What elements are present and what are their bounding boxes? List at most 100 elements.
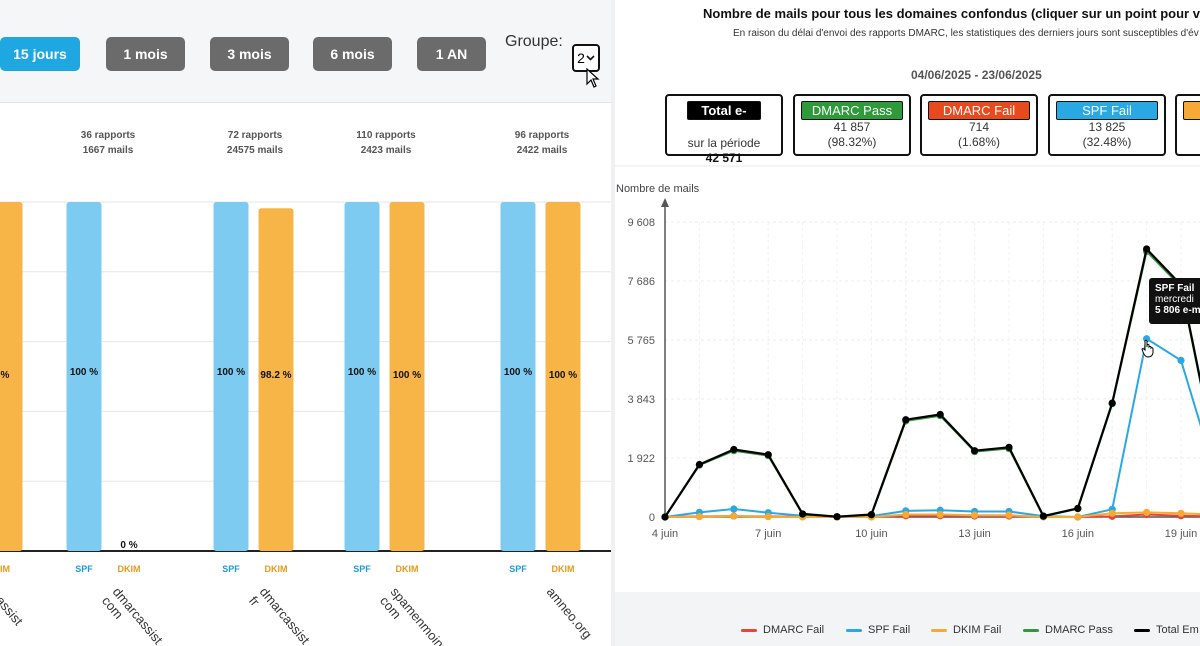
legend-dkim-fail[interactable]: DKIM Fail — [931, 624, 1001, 636]
period-1-year-button[interactable]: 1 AN — [417, 37, 486, 71]
y-tick-label: 1 922 — [627, 453, 655, 465]
x-tick-label: 16 juin — [1062, 528, 1094, 540]
series-point — [971, 511, 979, 519]
line-chart-container: Nombre de mails 0 1 922 3 843 5 765 7 686 9 60… — [615, 167, 1200, 592]
legend-dmarc-pass-swatch — [1023, 628, 1039, 632]
total-emails-value: 42 571 — [705, 151, 743, 165]
spf-bar — [500, 202, 536, 551]
dkim-bar — [389, 202, 425, 551]
spf-bar — [213, 202, 249, 551]
mail-count: 24575 mails — [227, 145, 284, 156]
groupe-select[interactable]: 2 — [572, 44, 600, 72]
spf-bar — [344, 202, 380, 551]
dkim-bar-label: 100 % — [393, 370, 421, 381]
total-emails-label: Total e-mails — [687, 101, 761, 135]
mail-stats-panel: Nombre de mails pour tous les domaines c… — [615, 0, 1200, 646]
series-point — [902, 416, 910, 424]
domain-bar-chart: % IM e-assist 36 rapports 1667 mails 100 % SPF… — [0, 130, 612, 646]
mouse-cursor-icon — [586, 68, 600, 88]
dmarc-fail-percent: (1.68%) — [957, 135, 1001, 149]
stats-header: Nombre de mails pour tous les domaines c… — [615, 0, 1200, 165]
legend-dmarc-pass-label: DMARC Pass — [1045, 624, 1113, 636]
series-point — [1039, 512, 1047, 520]
dmarc-fail-value: 714 — [968, 120, 990, 134]
legend-dmarc-fail-swatch — [741, 628, 757, 632]
series-point — [799, 510, 807, 518]
period-15-days-button[interactable]: 15 jours — [0, 37, 80, 71]
period-3-months-button[interactable]: 3 mois — [210, 37, 289, 71]
series-point — [730, 505, 738, 513]
panel-divider — [611, 0, 615, 646]
series-point — [833, 513, 841, 521]
series-point — [1108, 399, 1116, 407]
y-axis-arrow — [661, 198, 669, 207]
dkim-axis-label: DKIM — [118, 564, 141, 574]
domain-label: e-assist — [0, 584, 26, 628]
spf-fail-card[interactable]: SPF Fail 13 825 (32.48%) — [1048, 94, 1166, 156]
y-tick-label: 5 765 — [627, 335, 655, 347]
series-point — [1005, 511, 1013, 519]
date-range: 04/06/2025 - 23/06/2025 — [911, 68, 1042, 82]
period-toolbar: 15 jours 1 mois 3 mois 6 mois 1 AN Group… — [0, 0, 612, 103]
legend-spf-fail-swatch — [846, 628, 862, 632]
mails-line-chart: Nombre de mails 0 1 922 3 843 5 765 7 686 9 60… — [616, 183, 1200, 540]
dkim-bar — [0, 202, 23, 551]
y-tick-label: 7 686 — [627, 276, 655, 288]
legend-dkim-fail-label: DKIM Fail — [953, 624, 1002, 636]
groupe-label: Groupe: — [505, 33, 563, 50]
tooltip-title: SPF Fail — [1155, 283, 1195, 294]
tooltip-value: 5 806 e-m — [1155, 305, 1200, 316]
series-point — [1143, 245, 1151, 253]
spf-fail-percent: (32.48%) — [1082, 135, 1132, 149]
series-point — [695, 460, 703, 469]
dmarc-fail-card[interactable]: DMARC Fail 714 (1.68%) — [920, 94, 1038, 156]
spf-axis-label: SPF — [75, 564, 93, 574]
report-count: 72 rapports — [228, 130, 283, 141]
domain-label: dmarcassistcom — [99, 584, 166, 646]
legend-spf-fail[interactable]: SPF Fail — [846, 624, 910, 636]
report-count: 96 rapports — [515, 130, 570, 141]
legend-spf-fail-label: SPF Fail — [868, 624, 911, 636]
series-point — [1143, 508, 1151, 516]
y-tick-label: 3 843 — [627, 394, 655, 406]
series-point — [1005, 443, 1013, 451]
legend-dmarc-pass[interactable]: DMARC Pass — [1023, 624, 1113, 636]
x-tick-label: 10 juin — [855, 528, 887, 540]
legend-total-emails-swatch — [1134, 628, 1150, 632]
dmarc-fail-label: DMARC Fail — [928, 101, 1030, 120]
series-point — [971, 447, 979, 455]
spf-bar-label: 100 % — [504, 367, 532, 378]
total-emails-subtext: sur la période — [687, 136, 761, 150]
domains-panel: 15 jours 1 mois 3 mois 6 mois 1 AN Group… — [0, 0, 612, 646]
x-tick-label: 7 juin — [755, 528, 781, 540]
dmarc-pass-card[interactable]: DMARC Pass 41 857 (98.32%) — [793, 94, 911, 156]
report-count: 110 rapports — [356, 130, 416, 141]
dkim-axis-label: DKIM — [265, 564, 288, 574]
series-point — [730, 445, 738, 454]
x-tick-label: 4 juin — [652, 528, 678, 540]
dkim-fail-label — [1183, 101, 1200, 120]
report-count: 36 rapports — [81, 130, 136, 141]
chart-title: Nombre de mails pour tous les domaines c… — [703, 6, 1200, 21]
domain-label: dmarcassistfr — [246, 584, 313, 646]
dkim-fail-card[interactable] — [1175, 94, 1200, 156]
legend-total-emails[interactable]: Total Em — [1134, 624, 1199, 636]
spf-bar-label: 100 % — [348, 367, 376, 378]
legend-dkim-fail-swatch — [931, 628, 947, 632]
series-point — [730, 512, 738, 520]
series-point — [902, 510, 910, 519]
hand-cursor-icon — [1141, 339, 1154, 358]
legend-dmarc-fail[interactable]: DMARC Fail — [741, 624, 824, 636]
total-emails-card[interactable]: Total e-mails sur la période 42 571 — [665, 94, 783, 165]
y-axis-title: Nombre de mails — [616, 183, 700, 195]
series-point — [936, 510, 944, 519]
chart-tooltip: SPF Fail mercredi 5 806 e-m — [1149, 278, 1200, 324]
spf-bar-label: 100 % — [217, 367, 245, 378]
period-1-month-button[interactable]: 1 mois — [106, 37, 185, 71]
spf-axis-label: SPF — [353, 564, 371, 574]
chevron-down-icon — [586, 55, 595, 61]
series-point — [764, 513, 772, 521]
period-6-months-button[interactable]: 6 mois — [313, 37, 392, 71]
series-point — [1177, 509, 1185, 517]
chart-legend: DMARC Fail SPF Fail DKIM Fail DMARC Pass… — [615, 610, 1200, 646]
